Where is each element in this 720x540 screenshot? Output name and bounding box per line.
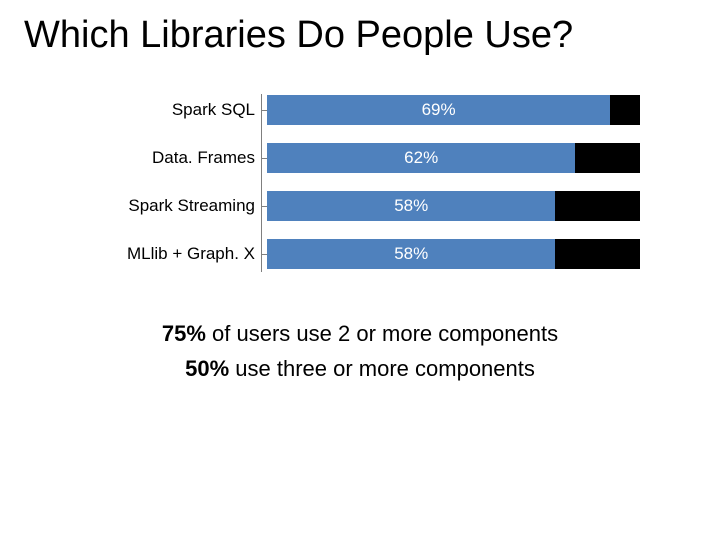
bar-track: 69% xyxy=(267,95,640,125)
bar-fill: 69% xyxy=(267,95,610,125)
footnote-text: use three or more components xyxy=(229,356,535,381)
footnote-line-1: 75% of users use 2 or more components xyxy=(24,316,696,351)
bar-label: Data. Frames xyxy=(110,148,261,168)
bar-row: MLlib + Graph. X 58% xyxy=(110,238,640,270)
bar-row: Spark Streaming 58% xyxy=(110,190,640,222)
slide: Which Libraries Do People Use? Spark SQL… xyxy=(0,0,720,540)
bar-track: 58% xyxy=(267,239,640,269)
bar-value-label: 62% xyxy=(404,148,438,168)
footnote-text: of users use 2 or more components xyxy=(206,321,558,346)
bar-fill: 62% xyxy=(267,143,575,173)
footnote-line-2: 50% use three or more components xyxy=(24,351,696,386)
bar-value-label: 69% xyxy=(422,100,456,120)
bar-value-label: 58% xyxy=(394,196,428,216)
bar-fill: 58% xyxy=(267,239,555,269)
bar-row: Spark SQL 69% xyxy=(110,94,640,126)
libraries-bar-chart: Spark SQL 69% Data. Frames 62% Spark Str… xyxy=(110,94,640,270)
bar-fill: 58% xyxy=(267,191,555,221)
bar-row: Data. Frames 62% xyxy=(110,142,640,174)
footnote-percent: 75% xyxy=(162,321,206,346)
footnote-percent: 50% xyxy=(185,356,229,381)
footnotes: 75% of users use 2 or more components 50… xyxy=(24,316,696,386)
bar-value-label: 58% xyxy=(394,244,428,264)
slide-title: Which Libraries Do People Use? xyxy=(24,14,696,58)
bar-label: Spark Streaming xyxy=(110,196,261,216)
y-axis-line xyxy=(261,94,262,272)
bar-track: 58% xyxy=(267,191,640,221)
bar-label: Spark SQL xyxy=(110,100,261,120)
bar-label: MLlib + Graph. X xyxy=(110,244,261,264)
bar-track: 62% xyxy=(267,143,640,173)
